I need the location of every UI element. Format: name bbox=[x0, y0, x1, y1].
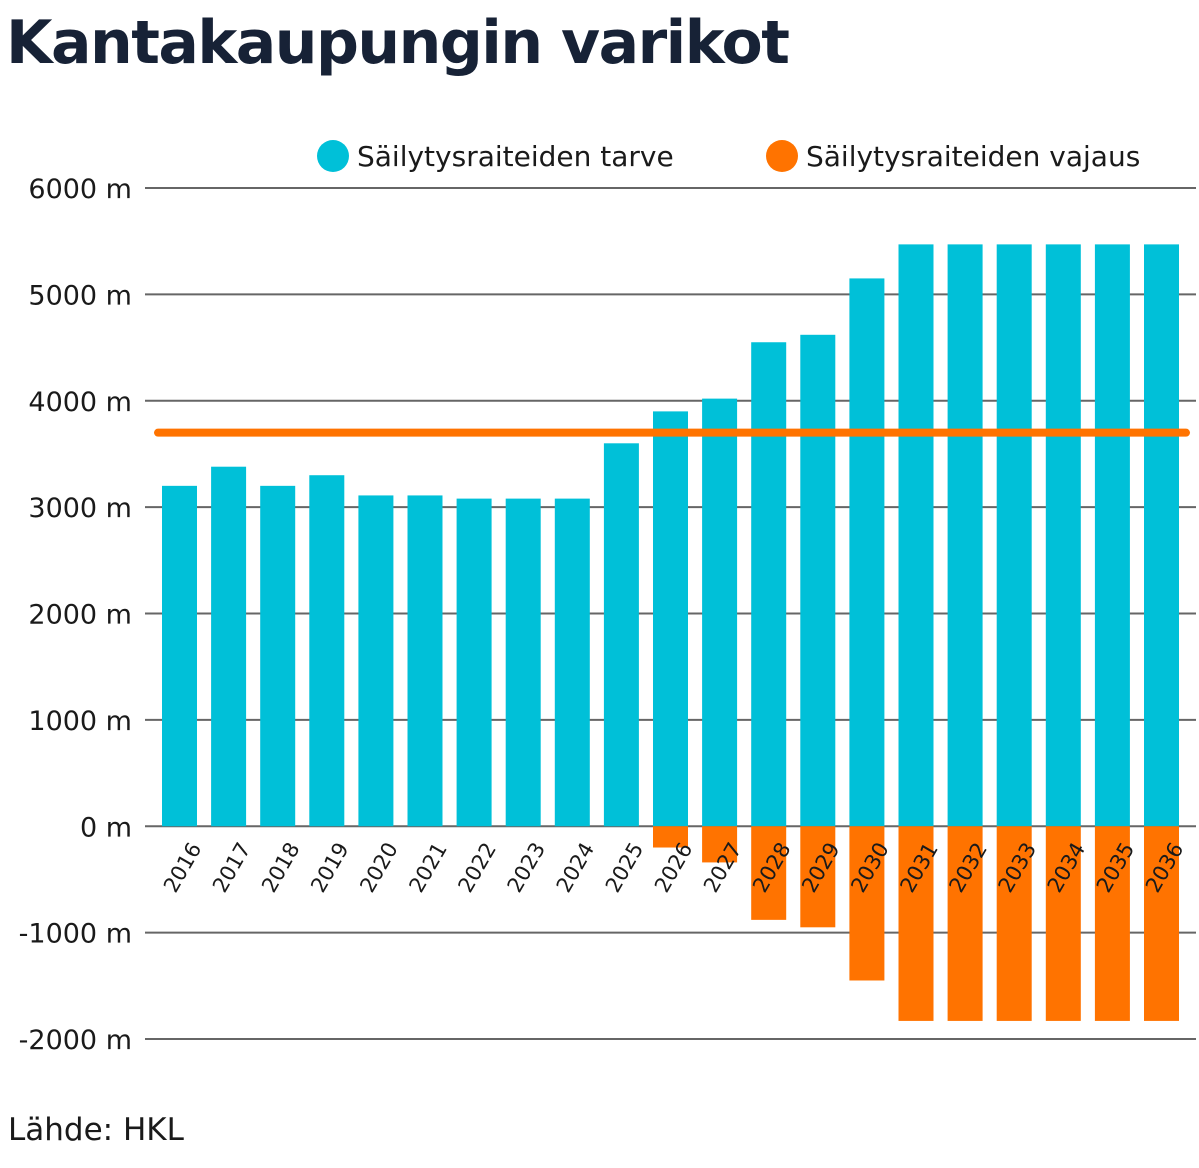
bar-tarve bbox=[1045, 244, 1081, 827]
legend-marker bbox=[766, 140, 798, 172]
y-tick-label: -2000 m bbox=[19, 1025, 132, 1056]
x-axis-labels: 2016 2017 2018 2019 2020 2021 2022 2023 2024 2025… bbox=[159, 838, 1189, 896]
x-tick-label: 2016 bbox=[159, 838, 207, 896]
bar-tarve bbox=[309, 475, 345, 827]
bar-vajaus bbox=[800, 826, 836, 928]
bar-vajaus bbox=[1045, 826, 1081, 1021]
bar-tarve bbox=[702, 398, 738, 827]
bar-tarve bbox=[603, 443, 639, 827]
x-tick-label: 2025 bbox=[601, 838, 649, 896]
bar-vajaus bbox=[849, 826, 885, 981]
y-tick-label: 6000 m bbox=[28, 174, 132, 205]
legend: Säilytysraiteiden tarve Säilytysraiteiden… bbox=[317, 140, 1140, 173]
bar-tarve bbox=[800, 334, 836, 827]
bar-tarve bbox=[162, 485, 197, 827]
bar-vajaus bbox=[653, 826, 688, 848]
x-tick-label: 2020 bbox=[355, 838, 403, 896]
bar-tarve bbox=[456, 498, 492, 827]
y-tick-label: 0 m bbox=[80, 812, 132, 843]
legend-label: Säilytysraiteiden tarve bbox=[357, 140, 674, 173]
bar-tarve bbox=[751, 342, 787, 827]
bar-tarve bbox=[505, 498, 541, 827]
bar-vajaus bbox=[1144, 826, 1179, 1021]
bar-tarve bbox=[653, 411, 688, 827]
x-tick-label: 2024 bbox=[552, 838, 600, 896]
y-tick-label: -1000 m bbox=[19, 919, 132, 950]
x-tick-label: 2023 bbox=[503, 838, 551, 896]
y-tick-label: 3000 m bbox=[28, 493, 132, 524]
x-tick-label: 2017 bbox=[208, 838, 256, 896]
y-tick-label: 2000 m bbox=[28, 600, 132, 631]
bar-vajaus bbox=[947, 826, 983, 1021]
x-tick-label: 2019 bbox=[306, 838, 354, 896]
bars bbox=[162, 244, 1179, 1021]
bar-tarve bbox=[554, 498, 590, 827]
y-tick-label: 1000 m bbox=[28, 706, 132, 737]
y-axis-ticks: 6000 m 5000 m 4000 m 3000 m 2000 m 1000 m 0 m -… bbox=[19, 174, 132, 1056]
bar-tarve bbox=[260, 485, 296, 827]
legend-label: Säilytysraiteiden vajaus bbox=[806, 140, 1140, 173]
bar-tarve bbox=[1144, 244, 1179, 827]
bar-vajaus bbox=[898, 826, 934, 1021]
bar-tarve bbox=[898, 244, 934, 827]
x-tick-label: 2022 bbox=[453, 838, 501, 896]
bar-tarve bbox=[358, 495, 394, 827]
bar-tarve bbox=[996, 244, 1032, 827]
bar-tarve bbox=[211, 466, 247, 827]
bar-tarve bbox=[407, 495, 443, 827]
y-tick-label: 5000 m bbox=[28, 280, 132, 311]
chart-title: Kantakaupungin varikot bbox=[6, 8, 790, 78]
x-tick-label: 2018 bbox=[257, 838, 305, 896]
x-tick-label: 2021 bbox=[404, 838, 452, 896]
bar-vajaus bbox=[1094, 826, 1130, 1021]
bar-vajaus bbox=[702, 826, 738, 863]
bar-vajaus bbox=[751, 826, 787, 920]
legend-marker bbox=[317, 140, 349, 172]
y-tick-label: 4000 m bbox=[28, 387, 132, 418]
bar-vajaus bbox=[996, 826, 1032, 1021]
source-note: Lähde: HKL bbox=[8, 1112, 184, 1148]
bar-tarve bbox=[1094, 244, 1130, 827]
bar-tarve bbox=[947, 244, 983, 827]
bar-tarve bbox=[849, 278, 885, 827]
